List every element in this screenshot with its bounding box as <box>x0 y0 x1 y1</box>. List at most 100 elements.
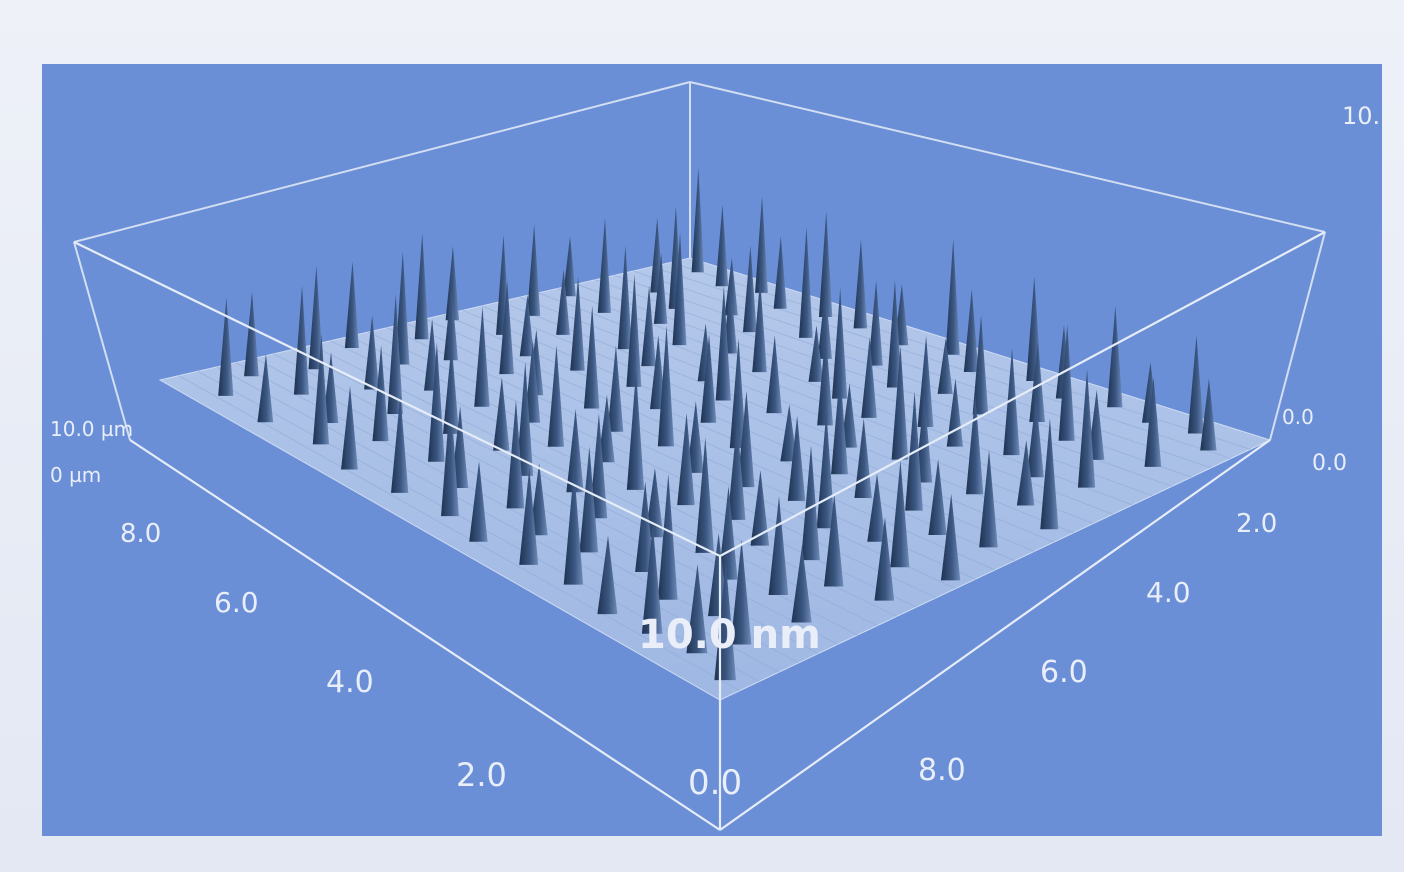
surface-peak <box>1003 347 1020 456</box>
surface-peak <box>891 345 909 460</box>
bounding-box-back <box>73 81 1326 441</box>
surface-peak <box>598 394 615 463</box>
x-end-label-top: 10.0 µm <box>50 417 133 441</box>
surface-peak <box>737 390 755 488</box>
surface-peak <box>1026 397 1044 478</box>
surface-peak <box>526 224 541 316</box>
surface-peak <box>427 342 445 462</box>
surface-peak <box>645 467 664 538</box>
surface-peak <box>519 467 539 565</box>
surface-peak <box>750 470 770 546</box>
surface-peak <box>519 294 534 357</box>
surface-peak <box>718 486 738 580</box>
surface-peak <box>516 361 534 476</box>
z-top-label: 10. <box>1342 102 1380 130</box>
surface-peak <box>499 281 514 375</box>
surface-peak <box>979 450 998 548</box>
origin-label: 0.0 <box>688 763 742 803</box>
surface-peak <box>940 493 961 581</box>
surface-peak <box>657 325 675 447</box>
surface-peak <box>617 245 632 350</box>
surface-peak <box>344 261 359 348</box>
surface-peak <box>817 288 832 359</box>
y-tick-label: 8.0 <box>918 753 966 788</box>
y-tick-label: 4.0 <box>1146 576 1191 609</box>
scan-line <box>216 366 780 673</box>
scan-line <box>368 331 937 599</box>
surface-peak <box>672 232 687 346</box>
z-scale-bar-label: 10.0 nm <box>638 612 821 658</box>
scan-line <box>178 375 740 692</box>
x-tick-label: 8.0 <box>120 519 161 549</box>
surface-peak <box>443 286 458 361</box>
surface-peak <box>570 276 585 371</box>
surface-peak <box>308 265 324 370</box>
surface-peak <box>372 345 389 442</box>
surface-peak <box>626 274 642 387</box>
surface-peak <box>801 445 820 561</box>
surface-peak <box>1144 376 1162 467</box>
surface-peak <box>917 335 934 428</box>
surface-peak <box>766 335 782 414</box>
surface-peak <box>1058 324 1075 441</box>
surface-peak <box>840 383 858 448</box>
surface-peak <box>1187 335 1204 434</box>
surface-peak <box>556 269 570 335</box>
surface-peak <box>886 280 902 388</box>
surface-peak <box>755 195 768 293</box>
scan-line <box>500 301 1074 534</box>
x-tick-label: 6.0 <box>214 586 259 619</box>
surface-peak <box>791 545 812 623</box>
surface-peak <box>626 370 645 490</box>
surface-peak <box>727 420 746 520</box>
surface-peak <box>808 325 824 382</box>
surface-peak <box>1077 368 1096 488</box>
surface-peak <box>867 473 886 542</box>
x-tick-label: 2.0 <box>456 756 507 794</box>
surface-peak <box>752 279 767 373</box>
surface-peak <box>831 370 848 475</box>
surface-peak <box>506 400 525 509</box>
surface-peak <box>387 294 403 414</box>
surface-peak <box>474 306 490 407</box>
surface-peak <box>780 404 797 462</box>
surface-peak <box>244 291 259 377</box>
surface-peak <box>341 385 358 470</box>
surface-peak <box>597 217 611 313</box>
surface-peak <box>579 446 599 553</box>
surface-peak <box>742 245 757 333</box>
surface-peak <box>322 352 339 424</box>
y-end-label-top: 0.0 <box>1282 405 1314 429</box>
surface-peak <box>874 517 895 601</box>
surface-peak <box>312 334 329 445</box>
surface-peak <box>768 496 789 596</box>
surface-peak <box>524 340 541 423</box>
surface-peak <box>257 354 274 423</box>
surface-peak <box>443 343 459 434</box>
surface-peak <box>972 314 989 415</box>
surface-peak <box>965 394 984 495</box>
surface-peak <box>798 226 813 338</box>
surface-peak <box>691 167 704 273</box>
surface-peak <box>469 461 488 542</box>
surface-peak <box>1200 378 1217 451</box>
surface-peak <box>677 413 695 506</box>
surface-peak <box>963 288 979 372</box>
surface-peak <box>868 280 883 366</box>
surface-peak <box>730 539 752 645</box>
surface-peak <box>945 238 960 355</box>
surface-peak <box>583 305 600 409</box>
y-end-label-bottom: 0.0 <box>1312 451 1347 476</box>
surface-peak <box>414 233 429 340</box>
surface-peak <box>861 337 877 418</box>
bounding-box-front <box>73 231 1326 831</box>
surface-peak <box>1029 342 1046 423</box>
surface-peak <box>563 236 576 297</box>
surface-peak <box>853 239 868 329</box>
surface-peak <box>493 377 510 451</box>
surface-peak <box>547 345 565 447</box>
surface-peak <box>597 535 618 615</box>
surface-peak <box>686 564 708 654</box>
